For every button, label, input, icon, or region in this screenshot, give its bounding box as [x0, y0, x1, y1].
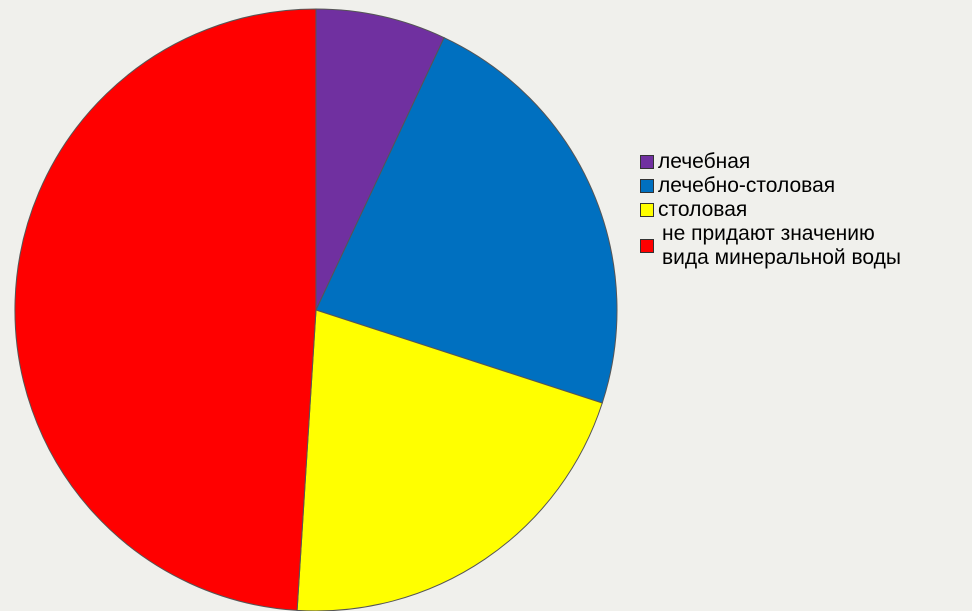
legend-item-2: столовая: [640, 198, 901, 222]
legend-swatch-icon: [640, 203, 654, 217]
legend-item-3: не придают значению вида минеральной вод…: [640, 222, 901, 270]
legend-label: столовая: [658, 198, 748, 221]
legend-swatch-icon: [640, 155, 654, 169]
pie-slice-3: [14, 8, 317, 611]
legend-label: не придают значению вида минеральной вод…: [662, 222, 901, 269]
legend-label: лечебно-столовая: [658, 174, 836, 197]
legend-label: лечебная: [658, 150, 751, 173]
legend-swatch-icon: [640, 239, 654, 253]
legend-item-0: лечебная: [640, 150, 901, 174]
pie-slice-0: [315, 8, 445, 311]
pie-slice-1: [315, 36, 618, 404]
legend-item-1: лечебно-столовая: [640, 174, 901, 198]
legend-swatch-icon: [640, 179, 654, 193]
pie-slice-2: [296, 309, 603, 611]
legend: лечебная лечебно-столовая столовая не пр…: [640, 150, 901, 270]
